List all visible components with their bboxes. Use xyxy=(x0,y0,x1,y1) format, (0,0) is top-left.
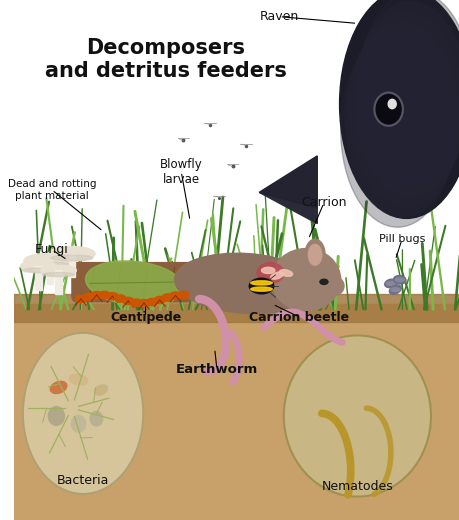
Ellipse shape xyxy=(106,293,118,300)
Text: Blowfly
larvae: Blowfly larvae xyxy=(159,158,202,186)
Ellipse shape xyxy=(388,285,400,294)
Circle shape xyxy=(387,99,395,109)
Ellipse shape xyxy=(174,253,317,314)
Circle shape xyxy=(90,411,102,426)
Bar xyxy=(14,304,459,520)
Bar xyxy=(56,270,62,294)
Ellipse shape xyxy=(22,268,55,272)
Ellipse shape xyxy=(51,255,93,261)
Ellipse shape xyxy=(353,2,459,196)
Ellipse shape xyxy=(344,22,458,217)
Ellipse shape xyxy=(94,385,107,395)
Ellipse shape xyxy=(394,278,403,282)
Ellipse shape xyxy=(42,272,74,277)
Ellipse shape xyxy=(85,261,183,306)
Ellipse shape xyxy=(99,291,110,298)
Text: Centipede: Centipede xyxy=(110,311,181,323)
Text: Raven: Raven xyxy=(259,10,298,23)
Text: Carrion beetle: Carrion beetle xyxy=(249,311,349,323)
Ellipse shape xyxy=(279,270,292,276)
Circle shape xyxy=(48,407,64,425)
Ellipse shape xyxy=(390,288,399,291)
Ellipse shape xyxy=(162,294,173,301)
Text: Pill bugs: Pill bugs xyxy=(378,234,424,244)
Polygon shape xyxy=(259,156,317,208)
Ellipse shape xyxy=(319,279,327,284)
Ellipse shape xyxy=(49,246,95,261)
Bar xyxy=(46,261,53,284)
Ellipse shape xyxy=(339,0,459,218)
Circle shape xyxy=(375,95,400,124)
Ellipse shape xyxy=(270,272,283,279)
Ellipse shape xyxy=(69,374,88,385)
Ellipse shape xyxy=(178,291,189,298)
Ellipse shape xyxy=(349,12,459,206)
Ellipse shape xyxy=(146,298,157,306)
Text: Fungi: Fungi xyxy=(35,243,68,256)
Ellipse shape xyxy=(83,293,94,300)
Text: Decomposers
and detritus feeders: Decomposers and detritus feeders xyxy=(45,38,286,82)
Bar xyxy=(69,254,75,277)
Ellipse shape xyxy=(250,287,272,291)
Ellipse shape xyxy=(114,295,126,302)
Ellipse shape xyxy=(23,333,143,494)
Ellipse shape xyxy=(261,267,274,274)
Text: Dead and rotting
plant material: Dead and rotting plant material xyxy=(8,179,96,201)
Ellipse shape xyxy=(250,281,272,285)
Ellipse shape xyxy=(257,263,283,283)
Ellipse shape xyxy=(91,292,102,299)
Ellipse shape xyxy=(358,0,459,186)
Text: Nematodes: Nematodes xyxy=(321,479,392,493)
Ellipse shape xyxy=(24,253,75,269)
Ellipse shape xyxy=(75,295,86,303)
Ellipse shape xyxy=(384,279,396,288)
Polygon shape xyxy=(259,156,317,224)
Ellipse shape xyxy=(271,249,340,311)
Ellipse shape xyxy=(249,278,273,294)
Ellipse shape xyxy=(138,300,149,307)
Ellipse shape xyxy=(26,262,73,268)
Text: Earthworm: Earthworm xyxy=(175,363,257,376)
Bar xyxy=(35,266,41,290)
Ellipse shape xyxy=(393,276,405,284)
Ellipse shape xyxy=(41,265,76,276)
Text: Carrion: Carrion xyxy=(301,197,346,210)
Ellipse shape xyxy=(308,244,321,265)
Ellipse shape xyxy=(50,381,67,394)
Ellipse shape xyxy=(340,33,453,227)
Bar xyxy=(14,0,459,304)
Ellipse shape xyxy=(130,299,141,306)
Ellipse shape xyxy=(386,282,394,285)
Ellipse shape xyxy=(321,276,343,296)
Ellipse shape xyxy=(123,297,134,305)
Circle shape xyxy=(71,415,85,432)
Text: Bacteria: Bacteria xyxy=(57,474,109,488)
Ellipse shape xyxy=(304,239,325,270)
Ellipse shape xyxy=(170,292,181,299)
Ellipse shape xyxy=(21,261,56,272)
Ellipse shape xyxy=(154,296,165,304)
Ellipse shape xyxy=(283,335,430,497)
Bar xyxy=(14,294,459,322)
FancyBboxPatch shape xyxy=(72,263,192,302)
